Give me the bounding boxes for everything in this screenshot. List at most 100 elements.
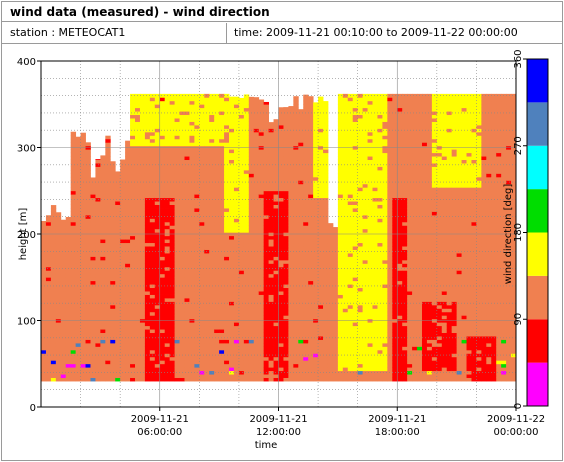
heatmap-cell <box>179 190 185 195</box>
heatmap-cell <box>263 114 270 119</box>
heatmap-cell <box>352 149 359 154</box>
heatmap-cell <box>169 166 175 171</box>
heatmap-cell <box>80 221 86 226</box>
heatmap-cell <box>164 114 171 119</box>
heatmap-cell <box>243 336 250 340</box>
heatmap-cell <box>179 367 185 372</box>
heatmap-cell <box>209 356 215 361</box>
heatmap-cell <box>263 325 270 330</box>
heatmap-cell <box>283 336 289 340</box>
heatmap-cell <box>332 256 339 261</box>
heatmap-cell <box>288 242 294 247</box>
heatmap-cell <box>362 194 368 199</box>
heatmap-cell <box>288 304 294 309</box>
heatmap-cell <box>313 356 319 361</box>
heatmap-cell <box>303 204 309 209</box>
heatmap-cell <box>80 298 86 302</box>
heatmap-cell <box>352 190 359 195</box>
heatmap-cell <box>189 263 195 268</box>
heatmap-cell <box>184 107 190 112</box>
heatmap-cell <box>298 311 304 316</box>
heatmap-cell <box>357 180 364 185</box>
heatmap-cell <box>273 287 279 292</box>
heatmap-cell <box>219 131 225 136</box>
heatmap-cell <box>288 138 294 143</box>
heatmap-cell <box>75 277 81 282</box>
heatmap-cell <box>288 114 294 119</box>
heatmap-cell <box>233 291 240 295</box>
heatmap-cell <box>362 304 368 309</box>
heatmap-cell <box>288 190 294 195</box>
heatmap-cell <box>169 322 175 327</box>
heatmap-cell <box>278 342 284 347</box>
heatmap-cell <box>293 183 299 188</box>
heatmap-cell <box>60 377 67 382</box>
heatmap-cell <box>342 118 349 122</box>
heatmap-cell <box>278 367 284 372</box>
heatmap-cell <box>130 214 136 219</box>
heatmap-cell <box>65 218 72 223</box>
heatmap-cell <box>229 298 235 302</box>
heatmap-cell <box>323 332 329 337</box>
heatmap-cell <box>243 228 250 233</box>
heatmap-cell <box>313 339 319 344</box>
heatmap-cell <box>115 315 121 320</box>
heatmap-cell <box>214 294 220 299</box>
heatmap-cell <box>337 97 344 102</box>
heatmap-cell <box>184 301 190 306</box>
heatmap-cell <box>179 280 185 285</box>
heatmap-cell <box>110 239 116 244</box>
heatmap-cell <box>298 256 304 261</box>
heatmap-cell <box>332 277 339 282</box>
heatmap-cell <box>130 111 136 116</box>
heatmap-cell <box>70 370 77 375</box>
heatmap-cell <box>352 377 359 382</box>
heatmap-cell <box>293 173 299 178</box>
heatmap-cell <box>248 169 255 174</box>
heatmap-cell <box>283 180 289 185</box>
heatmap-cell <box>169 370 175 375</box>
heatmap-cell <box>308 176 314 181</box>
heatmap-cell <box>273 256 279 261</box>
heatmap-cell <box>332 273 339 278</box>
heatmap-cell <box>50 259 57 264</box>
heatmap-cell <box>278 166 284 171</box>
heatmap-cell <box>332 367 339 372</box>
heatmap-cell <box>273 270 279 275</box>
heatmap-cell <box>95 256 101 261</box>
heatmap-cell <box>135 304 141 309</box>
heatmap-cell <box>273 135 279 140</box>
heatmap-cell <box>263 346 270 351</box>
heatmap-cell <box>323 287 329 292</box>
heatmap-cell <box>313 377 319 382</box>
heatmap-cell <box>199 294 205 299</box>
heatmap-cell <box>174 152 180 157</box>
heatmap-cell <box>233 277 240 282</box>
heatmap-cell <box>318 125 324 129</box>
heatmap-cell <box>135 332 141 337</box>
heatmap-cell <box>337 266 344 271</box>
heatmap-cell <box>75 360 81 365</box>
heatmap-cell <box>318 239 324 244</box>
heatmap-cell <box>258 100 265 105</box>
heatmap-cell <box>268 325 274 330</box>
heatmap-cell <box>352 208 359 212</box>
heatmap-cell <box>95 339 101 344</box>
heatmap-cell <box>174 121 180 126</box>
heatmap-cell <box>258 128 265 133</box>
heatmap-cell <box>278 121 284 126</box>
heatmap-cell <box>179 294 185 299</box>
heatmap-cell <box>189 149 195 154</box>
heatmap-cell <box>357 239 364 244</box>
heatmap-cell <box>105 253 111 257</box>
heatmap-cell <box>70 208 77 212</box>
heatmap-cell <box>308 263 314 268</box>
heatmap-cell <box>179 259 185 264</box>
heatmap-cell <box>268 315 274 320</box>
heatmap-cell <box>174 377 180 382</box>
heatmap-cell <box>308 173 314 178</box>
heatmap-cell <box>342 349 349 354</box>
heatmap-cell <box>169 325 175 330</box>
heatmap-cell <box>288 106 294 109</box>
heatmap-cell <box>288 342 294 347</box>
